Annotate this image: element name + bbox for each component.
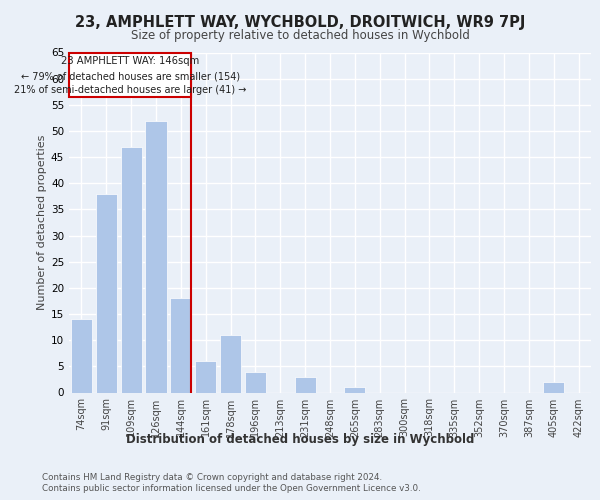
FancyBboxPatch shape [69, 52, 191, 97]
Text: 23 AMPHLETT WAY: 146sqm: 23 AMPHLETT WAY: 146sqm [61, 56, 199, 66]
Bar [96, 194, 117, 392]
Bar [145, 120, 167, 392]
Text: Size of property relative to detached houses in Wychbold: Size of property relative to detached ho… [131, 29, 469, 42]
Text: Contains HM Land Registry data © Crown copyright and database right 2024.: Contains HM Land Registry data © Crown c… [42, 472, 382, 482]
Text: ← 79% of detached houses are smaller (154): ← 79% of detached houses are smaller (15… [20, 71, 240, 81]
Bar [170, 298, 191, 392]
Y-axis label: Number of detached properties: Number of detached properties [37, 135, 47, 310]
Text: 23, AMPHLETT WAY, WYCHBOLD, DROITWICH, WR9 7PJ: 23, AMPHLETT WAY, WYCHBOLD, DROITWICH, W… [75, 15, 525, 30]
Bar [220, 335, 241, 392]
Bar [344, 388, 365, 392]
Bar [245, 372, 266, 392]
Bar [121, 146, 142, 392]
Bar [295, 377, 316, 392]
Bar [195, 361, 216, 392]
Text: Contains public sector information licensed under the Open Government Licence v3: Contains public sector information licen… [42, 484, 421, 493]
Bar [543, 382, 564, 392]
Bar [71, 320, 92, 392]
Text: Distribution of detached houses by size in Wychbold: Distribution of detached houses by size … [126, 432, 474, 446]
Text: 21% of semi-detached houses are larger (41) →: 21% of semi-detached houses are larger (… [14, 85, 247, 95]
